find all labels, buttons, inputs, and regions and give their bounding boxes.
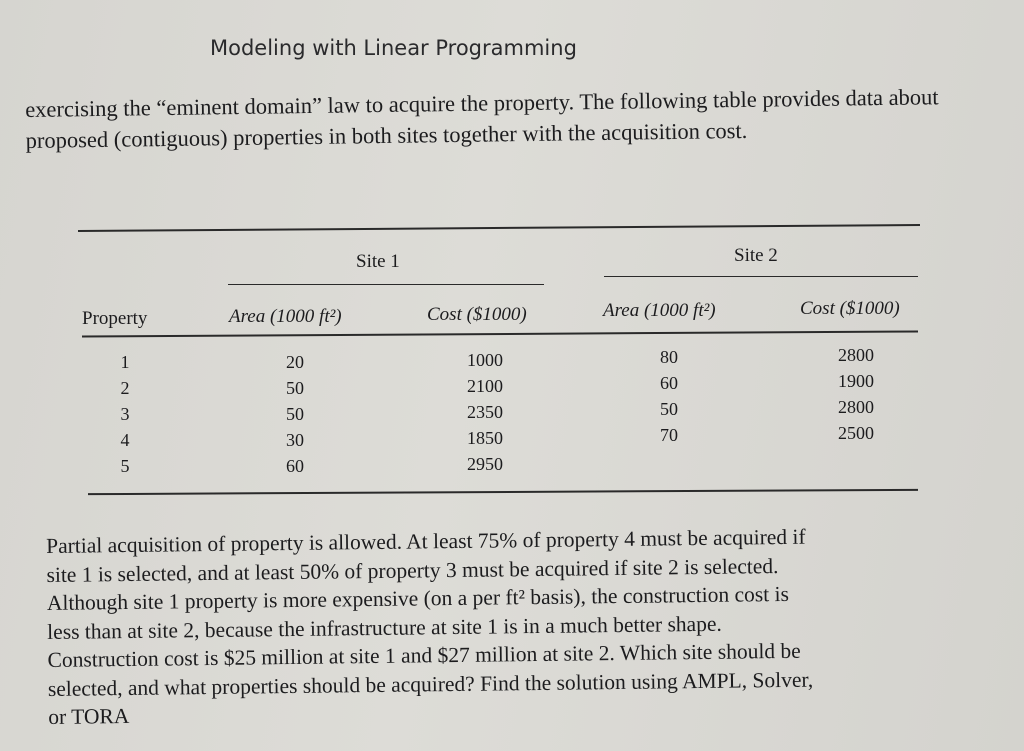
problem-paragraph: Partial acquisition of property is allow… bbox=[46, 521, 968, 732]
cell: 2100 bbox=[467, 376, 503, 396]
cell: 20 bbox=[286, 352, 304, 372]
cell: 70 bbox=[660, 425, 678, 445]
cell: 50 bbox=[660, 399, 678, 419]
site2-header: Site 2 bbox=[734, 245, 778, 266]
cell: 5 bbox=[120, 456, 130, 476]
cell: 50 bbox=[286, 378, 304, 398]
cell: 3 bbox=[120, 404, 130, 424]
cell: 50 bbox=[286, 404, 304, 424]
table-top-rule bbox=[78, 224, 920, 232]
cell: 2350 bbox=[467, 402, 503, 422]
site2-underline bbox=[604, 276, 918, 277]
table-bottom-rule bbox=[88, 488, 918, 496]
chapter-header: Modeling with Linear Programming bbox=[210, 36, 577, 60]
cell: 2 bbox=[120, 378, 130, 398]
cell: 2800 bbox=[838, 397, 874, 417]
cell: 1850 bbox=[467, 428, 503, 448]
site1-underline bbox=[228, 284, 544, 285]
cell: 1 bbox=[120, 352, 130, 372]
site1-header: Site 1 bbox=[356, 251, 400, 272]
cell: 30 bbox=[286, 430, 304, 450]
cell: 80 bbox=[660, 347, 678, 367]
cell: 2950 bbox=[467, 454, 503, 474]
col-property: Property bbox=[82, 308, 148, 329]
cell: 1900 bbox=[838, 371, 874, 391]
cell: 4 bbox=[120, 430, 130, 450]
col-area-site2: Area (1000 ft²) bbox=[603, 300, 716, 321]
cell: 60 bbox=[660, 373, 678, 393]
cell: 2800 bbox=[838, 345, 874, 365]
col-area-site1: Area (1000 ft²) bbox=[229, 306, 342, 327]
cell: 2500 bbox=[838, 423, 874, 443]
col-cost-site2: Cost ($1000) bbox=[800, 298, 900, 319]
intro-paragraph: exercising the “eminent domain” law to a… bbox=[25, 84, 939, 153]
cell: 60 bbox=[286, 456, 304, 476]
cell: 1000 bbox=[467, 350, 503, 370]
col-cost-site1: Cost ($1000) bbox=[427, 304, 527, 325]
header-rule bbox=[82, 330, 918, 338]
